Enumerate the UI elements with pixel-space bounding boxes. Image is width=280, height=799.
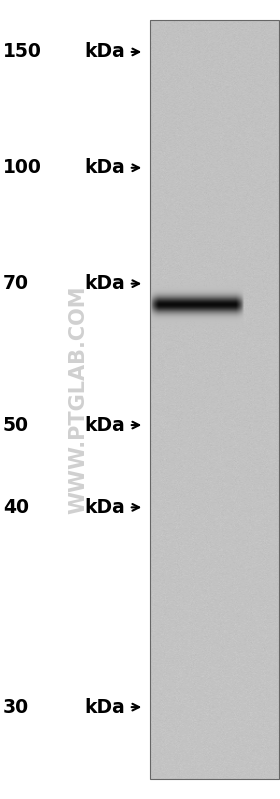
Text: 30: 30 [3, 698, 29, 717]
Text: kDa: kDa [84, 42, 125, 62]
Text: WWW.PTGLAB.COM: WWW.PTGLAB.COM [68, 285, 88, 514]
Text: 70: 70 [3, 274, 29, 293]
Text: kDa: kDa [84, 698, 125, 717]
Text: 150: 150 [3, 42, 42, 62]
Text: kDa: kDa [84, 274, 125, 293]
Text: kDa: kDa [84, 498, 125, 517]
Text: kDa: kDa [84, 415, 125, 435]
Text: kDa: kDa [84, 158, 125, 177]
Text: 50: 50 [3, 415, 29, 435]
Text: 40: 40 [3, 498, 29, 517]
Text: 100: 100 [3, 158, 42, 177]
